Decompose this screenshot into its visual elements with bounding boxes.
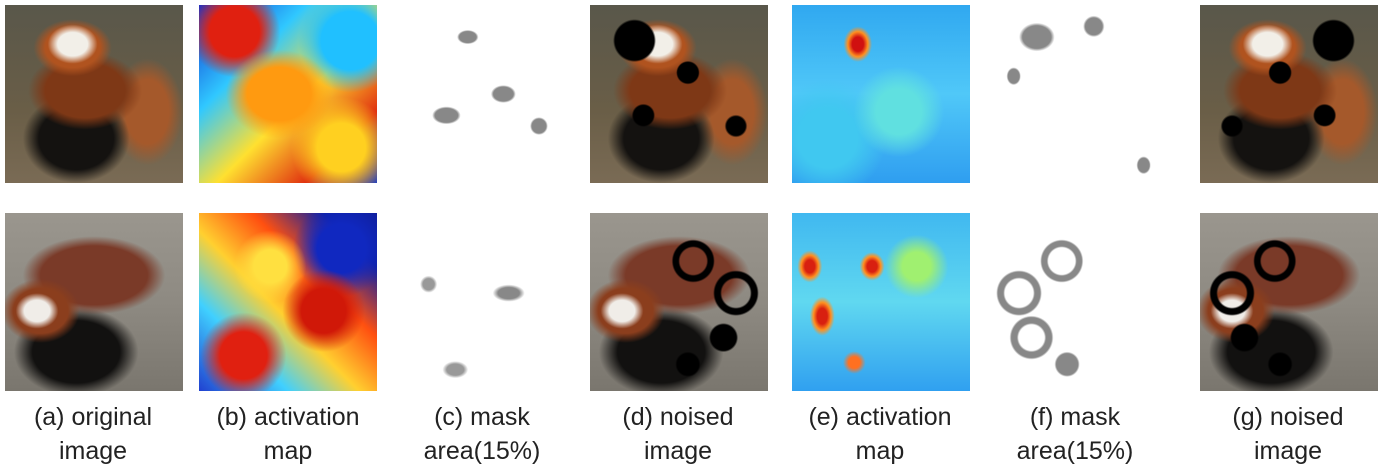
activation-map	[199, 5, 377, 183]
caption-line: map	[188, 434, 388, 468]
caption-line: area(15%)	[382, 434, 582, 468]
activation-map	[792, 213, 970, 391]
noised-image	[590, 5, 768, 183]
noise-overlay	[1200, 213, 1378, 391]
original-image	[5, 213, 183, 391]
caption-line: area(15%)	[975, 434, 1175, 468]
caption-line: (a) original	[0, 400, 193, 434]
mask-area	[393, 5, 571, 183]
activation-map	[792, 5, 970, 183]
noise-overlay	[590, 5, 768, 183]
caption-line: image	[0, 434, 193, 468]
noise-overlay	[1200, 5, 1378, 183]
caption-line: (g) noised	[1188, 400, 1388, 434]
mask-area	[393, 213, 571, 391]
caption-line: image	[578, 434, 778, 468]
caption-line: (c) mask	[382, 400, 582, 434]
noised-image	[590, 213, 768, 391]
noise-overlay	[590, 213, 768, 391]
mask-area	[987, 5, 1165, 183]
caption-line: map	[780, 434, 980, 468]
noised-image	[1200, 213, 1378, 391]
caption-line: image	[1188, 434, 1388, 468]
mask-area	[987, 213, 1165, 391]
caption-line: (e) activation	[780, 400, 980, 434]
caption-line: (f) mask	[975, 400, 1175, 434]
original-image	[5, 5, 183, 183]
caption-line: (d) noised	[578, 400, 778, 434]
noised-image	[1200, 5, 1378, 183]
activation-map	[199, 213, 377, 391]
caption-line: (b) activation	[188, 400, 388, 434]
figure: (a) originalimage (b) activationmap (c) …	[0, 0, 1388, 472]
